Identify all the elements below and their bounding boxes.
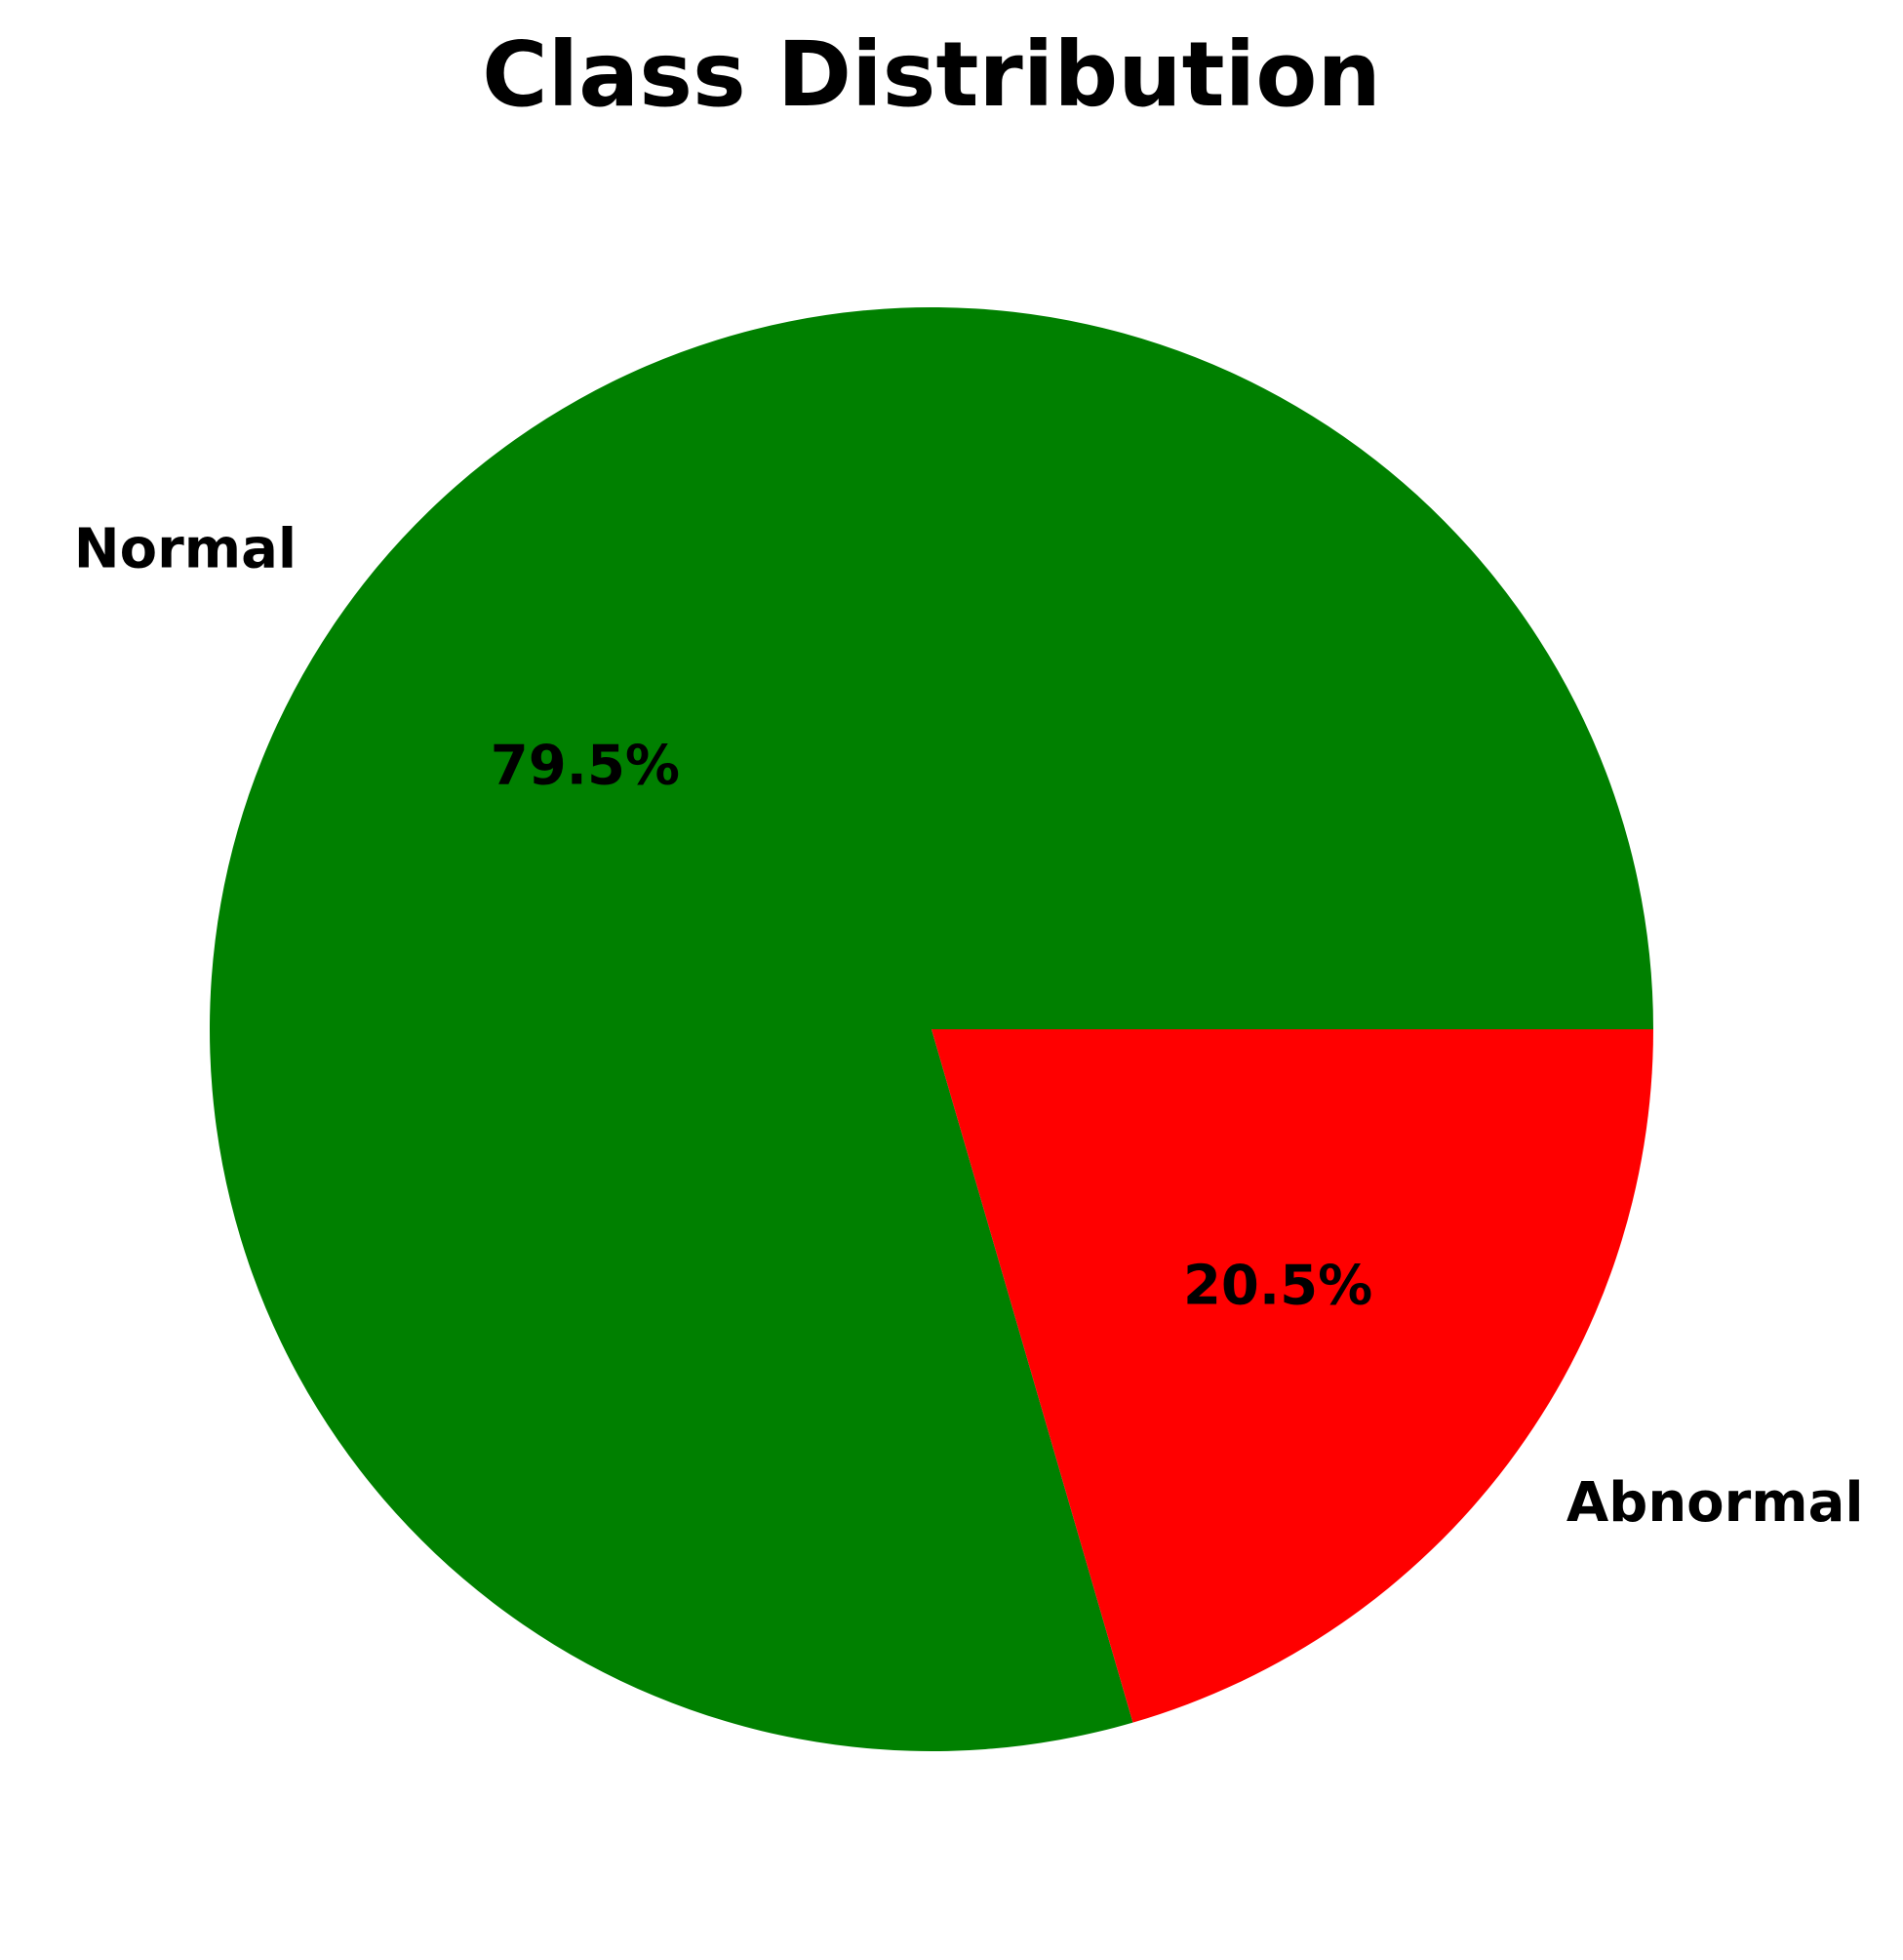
pie-slice-normal [210, 307, 1653, 1752]
pct-label-abnormal: 20.5% [1183, 1255, 1372, 1318]
pie-slices [210, 307, 1653, 1752]
slice-label-abnormal: Abnormal [1566, 1471, 1864, 1535]
slice-label-normal: Normal [74, 517, 297, 580]
chart-title: Class Distribution [482, 22, 1381, 127]
pct-label-normal: 79.5% [491, 735, 680, 798]
pie-slice-abnormal [932, 1029, 1653, 1723]
pie-labels: Normal 79.5% Abnormal 20.5% [74, 517, 1864, 1534]
